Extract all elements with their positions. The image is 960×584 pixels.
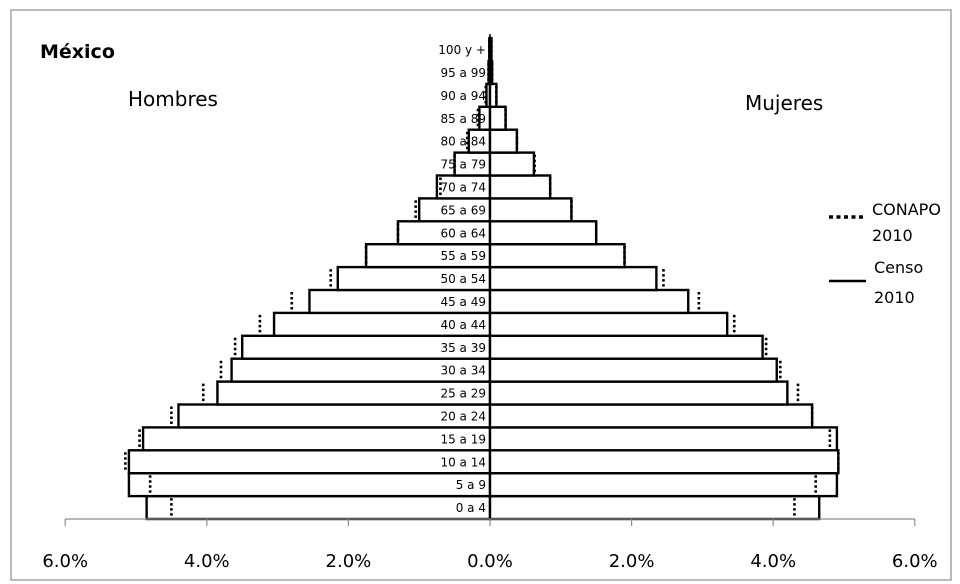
age-label-0: 0 a 4 <box>456 501 486 515</box>
legend-label-1-1: 2010 <box>874 288 915 307</box>
age-label-11: 55 a 59 <box>440 249 486 263</box>
age-label-1: 5 a 9 <box>456 478 486 492</box>
censo-mujeres-bar-8 <box>488 311 729 337</box>
censo-mujeres-bar-2 <box>488 449 840 475</box>
censo-mujeres-bar-17 <box>488 105 507 131</box>
x-tick-label-2: 2.0% <box>326 551 372 572</box>
age-group-labels: 0 a 4 5 a 9 10 a 14 15 a 19 20 a 24 25 a 29 30… <box>438 43 486 515</box>
censo-mujeres-bar-7 <box>488 334 764 360</box>
age-label-17: 85 a 89 <box>440 112 486 126</box>
censo-mujeres-bar-13 <box>488 197 573 223</box>
age-label-9: 45 a 49 <box>440 295 486 309</box>
censo-hombres-bar-3 <box>141 426 492 452</box>
age-label-8: 40 a 44 <box>440 318 486 332</box>
censo-mujeres-bar-4 <box>488 403 814 429</box>
age-label-12: 60 a 64 <box>440 226 486 240</box>
age-label-18: 90 a 94 <box>440 89 486 103</box>
legend-label-0-1: 2010 <box>872 226 913 245</box>
censo-hombres-bar-0 <box>145 494 492 521</box>
age-label-16: 80 a 84 <box>440 135 486 149</box>
chart-title: México <box>40 41 115 63</box>
age-label-10: 50 a 54 <box>440 272 486 286</box>
age-label-4: 20 a 24 <box>440 409 486 423</box>
censo-hombres-bar-2 <box>127 449 492 475</box>
x-tick-label-1: 4.0% <box>184 551 230 572</box>
conapo-bars <box>124 40 840 517</box>
censo-mujeres-bar-0 <box>488 494 821 521</box>
censo-mujeres-bar-15 <box>488 151 536 177</box>
censo-mujeres-bar-14 <box>488 174 552 200</box>
age-label-6: 30 a 34 <box>440 364 486 378</box>
censo-mujeres-bar-3 <box>488 426 839 452</box>
censo-mujeres-bar-9 <box>488 288 690 315</box>
censo-mujeres-bar-5 <box>488 380 789 406</box>
age-label-20: 100 y + <box>438 43 486 57</box>
censo-hombres-bar-1 <box>127 472 492 498</box>
mujeres-label: Mujeres <box>745 91 823 115</box>
x-tick-label-3: 0.0% <box>467 551 513 572</box>
age-label-19: 95 a 99 <box>440 66 486 80</box>
age-label-7: 35 a 39 <box>440 341 486 355</box>
hombres-label: Hombres <box>128 87 218 111</box>
x-tick-label-0: 6.0% <box>42 551 88 572</box>
x-tick-label-5: 4.0% <box>750 551 796 572</box>
age-label-14: 70 a 74 <box>440 180 486 194</box>
censo-mujeres-bar-12 <box>488 220 598 246</box>
censo-mujeres-bar-1 <box>488 472 839 498</box>
legend-label-1-0: Censo <box>874 258 923 277</box>
x-tick-label-4: 2.0% <box>609 551 655 572</box>
censo-mujeres-bar-11 <box>488 242 626 269</box>
age-label-2: 10 a 14 <box>440 455 486 469</box>
x-axis: 6.0% 4.0% 2.0% 0.0% 2.0% 4.0% 6.0% <box>42 34 938 572</box>
age-label-3: 15 a 19 <box>440 432 486 446</box>
censo-mujeres-bar-6 <box>488 357 778 383</box>
legend: CONAPO 2010 Censo 2010 <box>829 200 941 307</box>
censo-mujeres-bar-10 <box>488 265 658 292</box>
age-label-15: 75 a 79 <box>440 158 486 172</box>
censo-mujeres-bar-16 <box>488 128 519 154</box>
x-tick-label-6: 6.0% <box>892 551 938 572</box>
age-label-5: 25 a 29 <box>440 387 486 401</box>
age-label-13: 65 a 69 <box>440 203 486 217</box>
legend-label-0-0: CONAPO <box>872 200 941 219</box>
